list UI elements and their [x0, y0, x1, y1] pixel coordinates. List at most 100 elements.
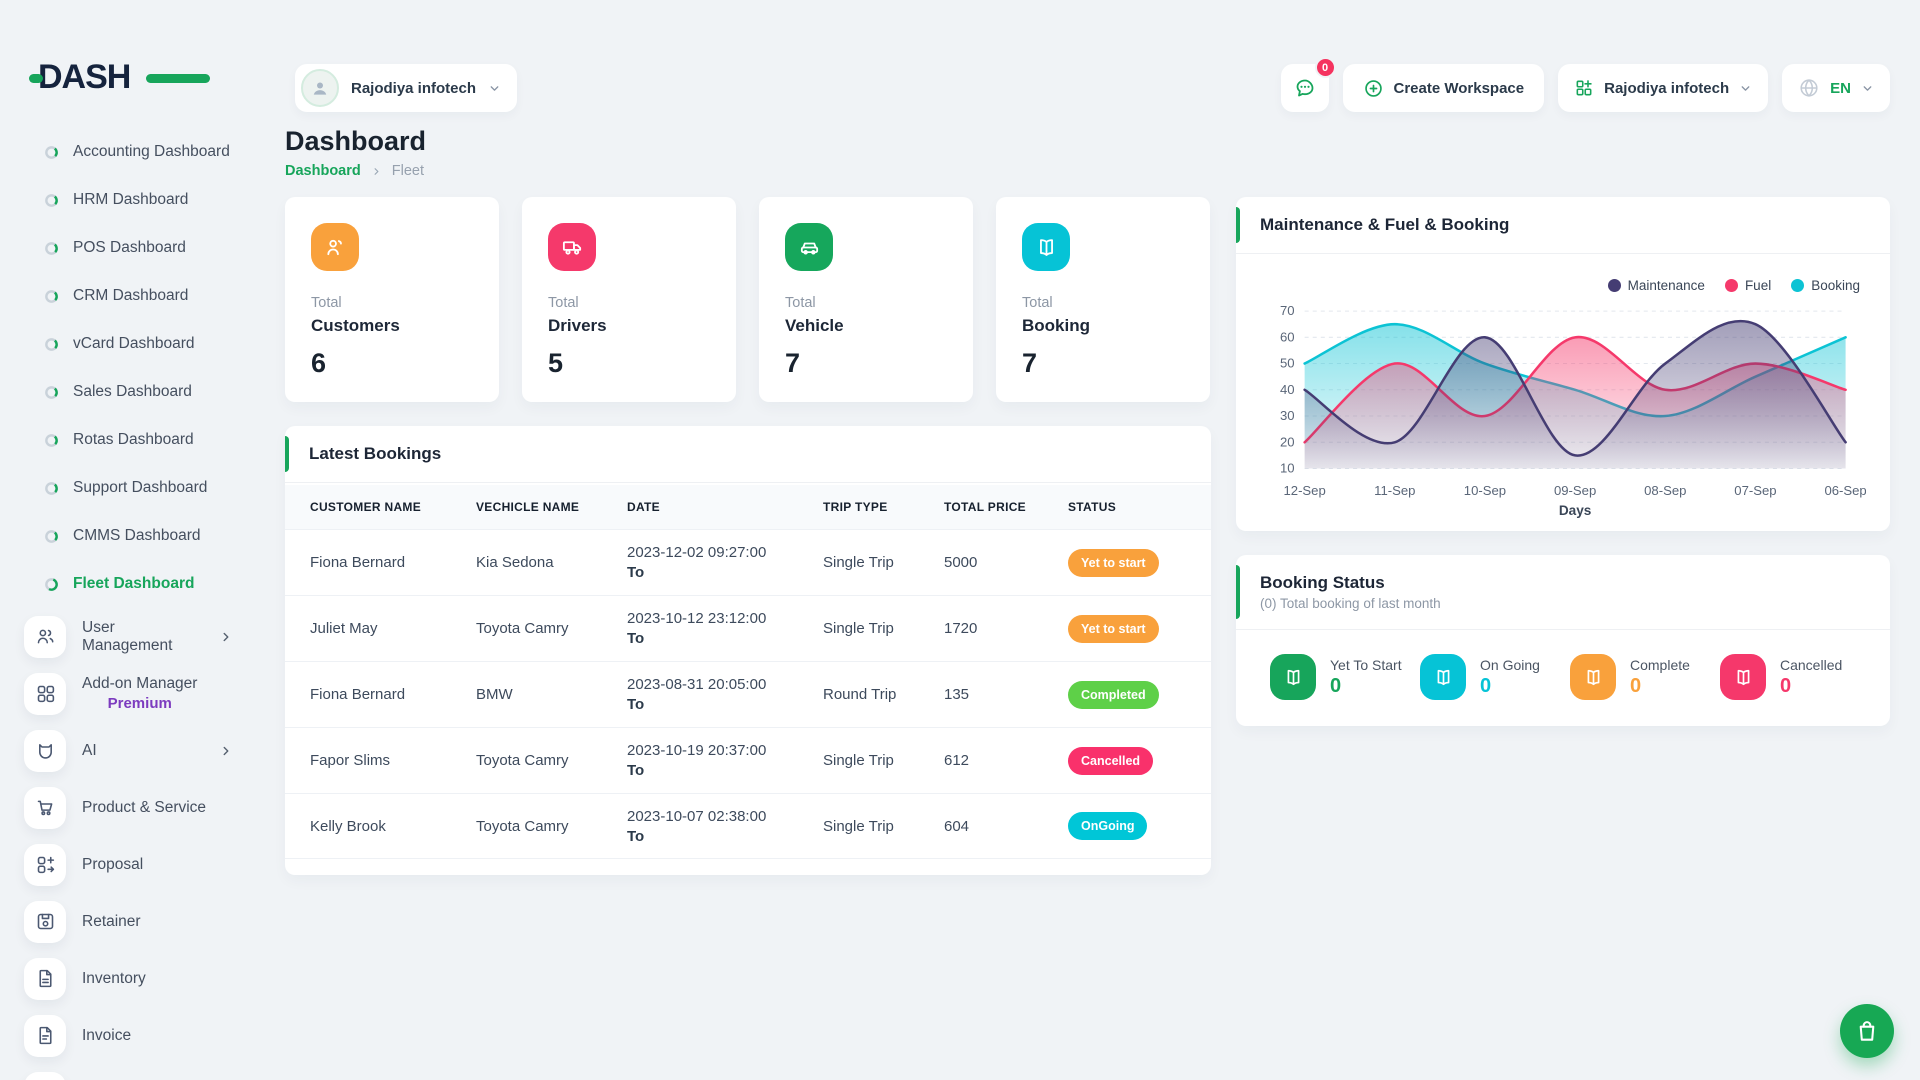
sidebar-item-label: Invoice	[82, 1026, 132, 1044]
workspace-grid-icon	[1574, 78, 1594, 98]
status-value: 0	[1330, 674, 1342, 697]
booking-status-card: Booking Status (0) Total booking of last…	[1236, 555, 1890, 726]
sidebar-item-rotas-dashboard[interactable]: Rotas Dashboard	[0, 416, 285, 464]
sidebar-item-partial[interactable]	[0, 1064, 285, 1080]
sidebar-item-ai[interactable]: AI	[0, 722, 285, 779]
account-selector[interactable]: Rajodiya infotech	[1558, 64, 1769, 112]
cell-status: Yet to start	[1068, 614, 1186, 643]
table-row: Fapor Slims Toyota Camry 2023-10-19 20:3…	[285, 727, 1211, 793]
svg-text:11-Sep: 11-Sep	[1374, 483, 1415, 498]
latest-bookings-header: Latest Bookings	[285, 426, 1211, 483]
stat-value: 7	[1022, 348, 1038, 378]
sidebar-item-invoice[interactable]: Invoice	[0, 1007, 285, 1064]
cart-fab-button[interactable]	[1840, 1004, 1894, 1058]
status-label: Yet To Start	[1330, 656, 1402, 673]
svg-text:09-Sep: 09-Sep	[1554, 483, 1596, 498]
svg-text:20: 20	[1280, 434, 1295, 449]
sidebar-item-fleet-dashboard[interactable]: Fleet Dashboard	[0, 560, 285, 608]
cell-total-price: 5000	[944, 554, 978, 571]
chart-area: Maintenance Fuel Booking 10 20 30 40 50 60 70 12-…	[1236, 254, 1890, 531]
status-badge: Yet to start	[1068, 614, 1159, 643]
book-icon	[1570, 654, 1616, 700]
sidebar-item-user-management[interactable]: User Management	[0, 608, 285, 665]
stat-total-label: Total	[1022, 295, 1053, 311]
legend-dot	[1724, 279, 1738, 292]
premium-badge: Premium	[107, 695, 172, 712]
legend-item-booking[interactable]: Booking	[1791, 278, 1860, 293]
book-icon	[1022, 223, 1070, 271]
booking-status-header: Booking Status (0) Total booking of last…	[1236, 555, 1890, 630]
legend-label: Maintenance	[1627, 278, 1705, 293]
messages-button[interactable]: 0	[1280, 57, 1336, 112]
book-icon	[1420, 654, 1466, 700]
sidebar-item-retainer[interactable]: Retainer	[0, 893, 285, 950]
sidebar-item-label: POS Dashboard	[73, 239, 186, 256]
stat-card-drivers: Total Drivers 5	[522, 197, 736, 402]
status-item-on-going: On Going 0	[1420, 654, 1570, 700]
sidebar-item-hrm-dashboard[interactable]: HRM Dashboard	[0, 176, 285, 224]
chart-legend: Maintenance Fuel Booking	[1260, 278, 1860, 293]
status-label: On Going	[1480, 656, 1540, 673]
create-workspace-button[interactable]: Create Workspace	[1342, 64, 1545, 112]
sidebar-item-addon-manager[interactable]: Add-on Manager Premium	[0, 665, 285, 722]
legend-item-maintenance[interactable]: Maintenance	[1607, 278, 1705, 293]
sidebar-item-cmms-dashboard[interactable]: CMMS Dashboard	[0, 512, 285, 560]
car-icon	[785, 223, 833, 271]
svg-text:10-Sep: 10-Sep	[1464, 483, 1506, 498]
invoice-file-icon	[24, 1014, 66, 1057]
chevron-right-icon	[371, 166, 382, 177]
spinner-circle-icon	[44, 577, 59, 592]
cell-status: Cancelled	[1068, 746, 1186, 775]
accent-bar	[1236, 207, 1240, 243]
sidebar-item-support-dashboard[interactable]: Support Dashboard	[0, 464, 285, 512]
spinner-circle-icon	[44, 241, 59, 256]
breadcrumb-dashboard-link[interactable]: Dashboard	[285, 163, 361, 179]
status-value: 0	[1780, 674, 1792, 697]
sidebar-item-pos-dashboard[interactable]: POS Dashboard	[0, 224, 285, 272]
cart-icon	[24, 786, 66, 829]
stat-name: Customers	[311, 316, 400, 335]
language-selector[interactable]: EN	[1782, 64, 1890, 112]
legend-dot	[1607, 279, 1621, 292]
sidebar-item-sales-dashboard[interactable]: Sales Dashboard	[0, 368, 285, 416]
table-row: Fiona Bernard BMW 2023-08-31 20:05:00 To …	[285, 661, 1211, 727]
workspace-selector[interactable]: Rajodiya infotech	[295, 64, 518, 112]
status-badge: Cancelled	[1068, 746, 1154, 775]
chevron-down-icon	[1739, 82, 1752, 95]
svg-text:40: 40	[1280, 382, 1295, 397]
inventory-file-icon	[24, 957, 66, 1000]
legend-label: Fuel	[1744, 278, 1772, 293]
latest-bookings-card: Latest Bookings CUSTOMER NAME VECHICLE N…	[285, 426, 1211, 875]
sidebar-item-product-service[interactable]: Product & Service	[0, 779, 285, 836]
sidebar-item-proposal[interactable]: Proposal	[0, 836, 285, 893]
cell-vehicle: Toyota Camry	[476, 817, 569, 835]
sidebar-item-inventory[interactable]: Inventory	[0, 950, 285, 1007]
sidebar-item-label: Accounting Dashboard	[73, 143, 230, 160]
cell-trip-type: Single Trip	[823, 752, 894, 769]
stat-value: 7	[785, 348, 801, 378]
sidebar-item-label: vCard Dashboard	[73, 335, 195, 352]
svg-text:07-Sep: 07-Sep	[1734, 483, 1776, 498]
sidebar-item-vcard-dashboard[interactable]: vCard Dashboard	[0, 320, 285, 368]
stat-value: 5	[548, 348, 564, 378]
spinner-circle-icon	[44, 193, 59, 208]
cell-trip-type: Single Trip	[823, 620, 894, 637]
chart-card-header: Maintenance & Fuel & Booking	[1236, 197, 1890, 254]
cell-vehicle: Toyota Camry	[476, 620, 569, 637]
globe-icon	[1798, 77, 1820, 99]
sidebar-item-crm-dashboard[interactable]: CRM Dashboard	[0, 272, 285, 320]
booking-status-subtitle: (0) Total booking of last month	[1260, 596, 1441, 611]
legend-item-fuel[interactable]: Fuel	[1724, 278, 1772, 293]
stat-cards: Total Customers 6 Total Drivers 5 Total …	[285, 197, 1211, 402]
stat-total-label: Total	[311, 295, 342, 311]
sidebar-item-accounting-dashboard[interactable]: Accounting Dashboard	[0, 128, 285, 176]
sidebar-item-label: Fleet Dashboard	[73, 575, 195, 592]
module-icon	[24, 1071, 66, 1080]
app-logo[interactable]: DASH	[29, 58, 210, 98]
booking-status-title: Booking Status	[1260, 573, 1385, 592]
column-header: TRIP TYPE	[823, 500, 888, 514]
book-icon	[1720, 654, 1766, 700]
cell-vehicle: Toyota Camry	[476, 752, 569, 769]
stat-name: Vehicle	[785, 316, 844, 335]
sidebar-item-label: Retainer	[82, 912, 141, 930]
